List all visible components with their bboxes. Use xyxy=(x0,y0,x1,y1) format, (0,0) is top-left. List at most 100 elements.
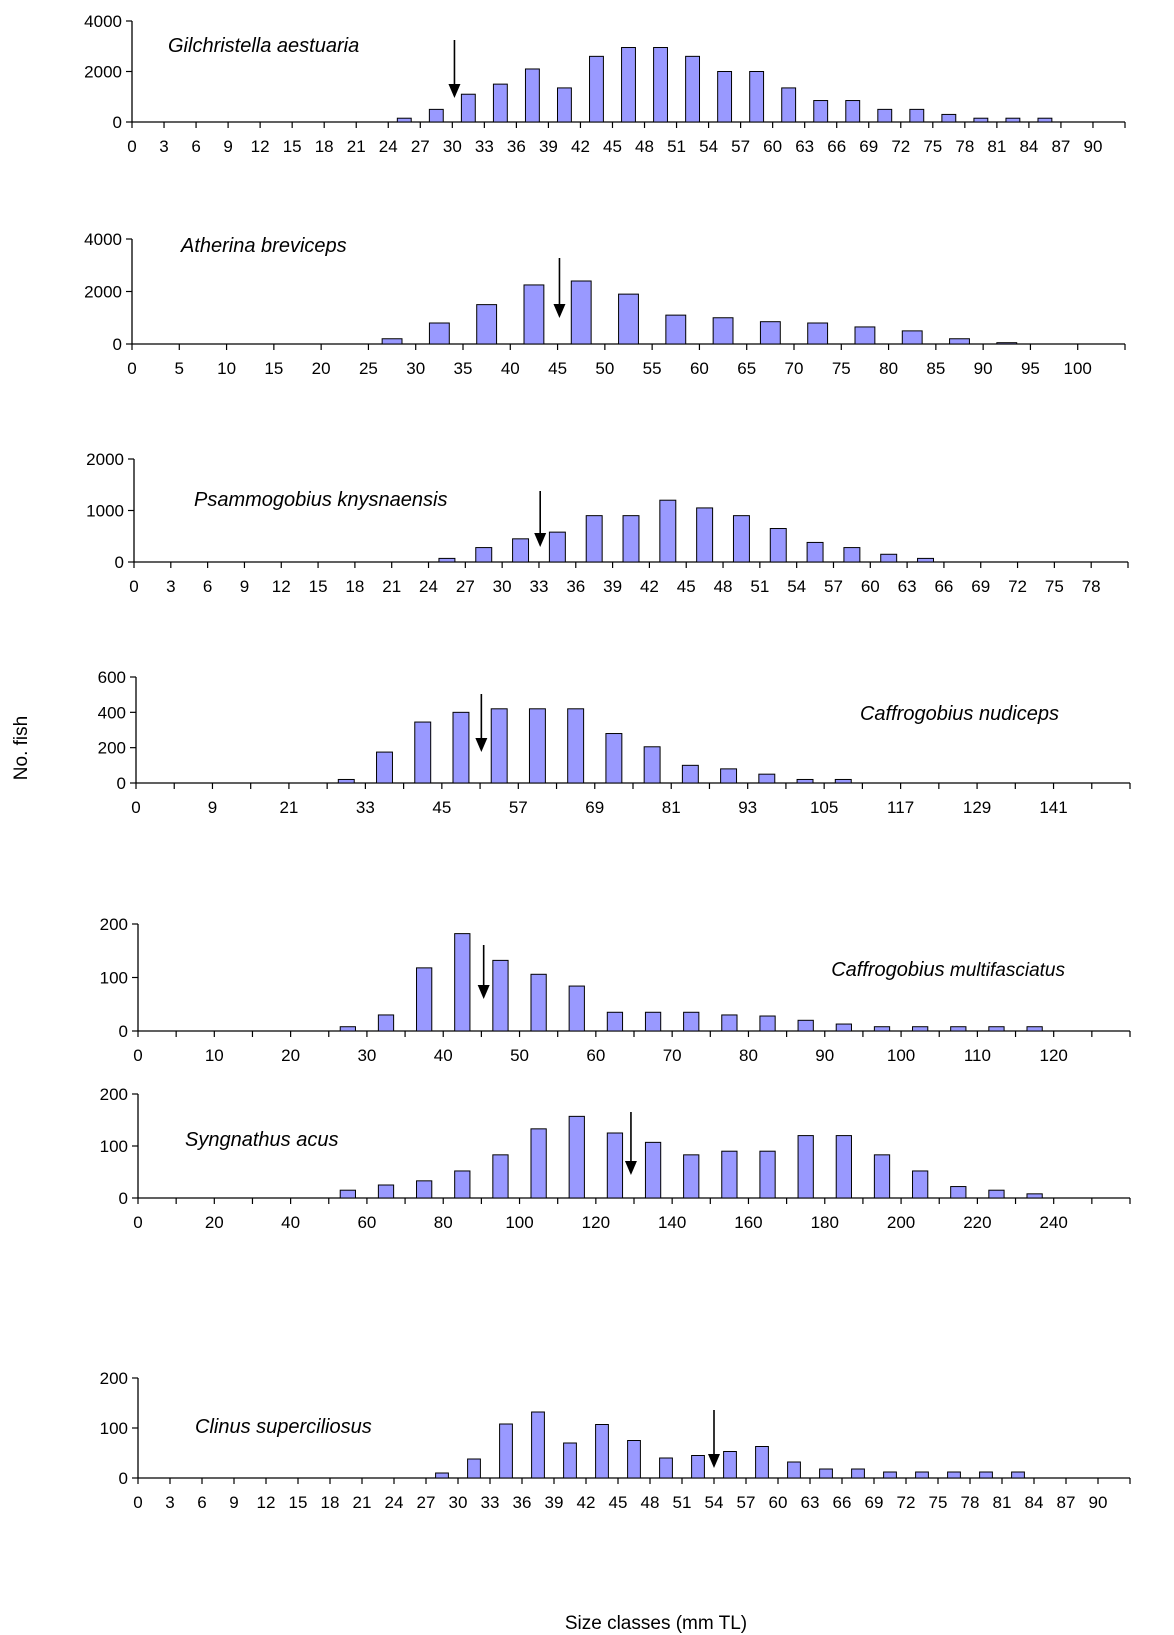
bar xyxy=(416,967,433,1032)
x-tick-label: 90 xyxy=(1089,1493,1108,1512)
x-tick-label: 48 xyxy=(635,137,654,156)
x-tick-label: 48 xyxy=(714,577,733,596)
y-tick-label: 4000 xyxy=(84,12,122,31)
bar xyxy=(880,553,898,563)
bar xyxy=(454,1170,471,1199)
x-tick-label: 65 xyxy=(737,359,756,378)
bar xyxy=(452,711,470,784)
bar xyxy=(568,1115,585,1199)
x-tick-label: 27 xyxy=(417,1493,436,1512)
x-tick-label: 50 xyxy=(595,359,614,378)
bar xyxy=(396,117,412,123)
x-tick-label: 33 xyxy=(481,1493,500,1512)
species-label: Clinus superciliosus xyxy=(195,1416,372,1438)
x-tick-label: 60 xyxy=(763,137,782,156)
x-tick-label: 80 xyxy=(739,1046,758,1065)
mean-arrow-head xyxy=(477,985,490,999)
x-tick-label: 93 xyxy=(738,798,757,817)
bar xyxy=(475,547,493,563)
x-tick-label: 55 xyxy=(643,359,662,378)
bar xyxy=(759,1150,776,1199)
bar xyxy=(949,338,970,345)
x-tick-label: 160 xyxy=(734,1213,762,1232)
x-tick-label: 60 xyxy=(357,1213,376,1232)
x-tick-label: 3 xyxy=(166,577,175,596)
x-tick-label: 21 xyxy=(347,137,366,156)
x-tick-label: 40 xyxy=(434,1046,453,1065)
bar xyxy=(644,1011,662,1032)
bar xyxy=(691,1455,705,1479)
x-tick-label: 140 xyxy=(658,1213,686,1232)
x-tick-label: 15 xyxy=(289,1493,308,1512)
bar xyxy=(813,100,829,123)
x-tick-label: 27 xyxy=(456,577,475,596)
x-tick-label: 36 xyxy=(513,1493,532,1512)
bar xyxy=(659,499,677,563)
x-tick-label: 70 xyxy=(785,359,804,378)
x-tick-label: 0 xyxy=(133,1046,142,1065)
bar xyxy=(696,507,714,563)
bar xyxy=(917,557,934,563)
x-tick-label: 0 xyxy=(131,798,140,817)
bar xyxy=(492,83,508,123)
x-tick-label: 72 xyxy=(1008,577,1027,596)
bar xyxy=(988,1189,1005,1199)
x-tick-label: 30 xyxy=(357,1046,376,1065)
x-tick-label: 63 xyxy=(795,137,814,156)
x-tick-label: 9 xyxy=(208,798,217,817)
x-tick-label: 24 xyxy=(419,577,438,596)
x-tick-label: 9 xyxy=(240,577,249,596)
bar xyxy=(1026,1026,1043,1032)
x-tick-label: 15 xyxy=(264,359,283,378)
x-tick-label: 20 xyxy=(281,1046,300,1065)
x-tick-label: 90 xyxy=(974,359,993,378)
x-tick-label: 81 xyxy=(987,137,1006,156)
x-tick-label: 3 xyxy=(159,137,168,156)
x-tick-label: 69 xyxy=(585,798,604,817)
y-tick-label: 0 xyxy=(119,1022,128,1041)
y-tick-label: 0 xyxy=(119,1469,128,1488)
panel-6: 0 100 200 0 20 40 60 80 100 120 140 160 180 200 220 240… xyxy=(100,1085,1131,1232)
y-tick-label: 0 xyxy=(113,113,122,132)
y-tick-label: 100 xyxy=(100,969,128,988)
bar xyxy=(606,1011,624,1032)
bar xyxy=(568,985,585,1032)
x-tick-label: 3 xyxy=(165,1493,174,1512)
x-tick-label: 141 xyxy=(1039,798,1067,817)
x-tick-label: 42 xyxy=(640,577,659,596)
bar xyxy=(806,541,824,563)
x-tick-label: 30 xyxy=(449,1493,468,1512)
bar xyxy=(873,1154,891,1199)
bar xyxy=(339,1189,356,1199)
y-tick-label: 2000 xyxy=(86,450,124,469)
x-tick-label: 60 xyxy=(861,577,880,596)
x-tick-label: 78 xyxy=(961,1493,980,1512)
y-tick-label: 100 xyxy=(100,1419,128,1438)
bar xyxy=(530,1128,547,1199)
bar xyxy=(492,959,509,1032)
bar xyxy=(653,47,668,123)
mean-arrow-head xyxy=(448,84,461,98)
x-tick-label: 33 xyxy=(530,577,549,596)
x-tick-label: 66 xyxy=(827,137,846,156)
y-tick-label: 1000 xyxy=(86,502,124,521)
bar xyxy=(759,321,781,345)
bar xyxy=(721,1150,738,1199)
species-label: Psammogobius knysnaensis xyxy=(194,489,447,511)
x-tick-label: 60 xyxy=(690,359,709,378)
bar xyxy=(851,1468,865,1479)
x-tick-label: 72 xyxy=(891,137,910,156)
x-tick-label: 240 xyxy=(1040,1213,1068,1232)
bar xyxy=(683,1011,700,1032)
x-tick-label: 21 xyxy=(279,798,298,817)
x-tick-label: 33 xyxy=(475,137,494,156)
bar xyxy=(467,1458,481,1479)
x-tick-label: 40 xyxy=(281,1213,300,1232)
y-tick-label: 0 xyxy=(117,774,126,793)
x-tick-label: 81 xyxy=(993,1493,1012,1512)
bar xyxy=(796,778,814,784)
x-tick-label: 25 xyxy=(359,359,378,378)
bar xyxy=(758,773,776,784)
y-tick-label: 0 xyxy=(119,1189,128,1208)
